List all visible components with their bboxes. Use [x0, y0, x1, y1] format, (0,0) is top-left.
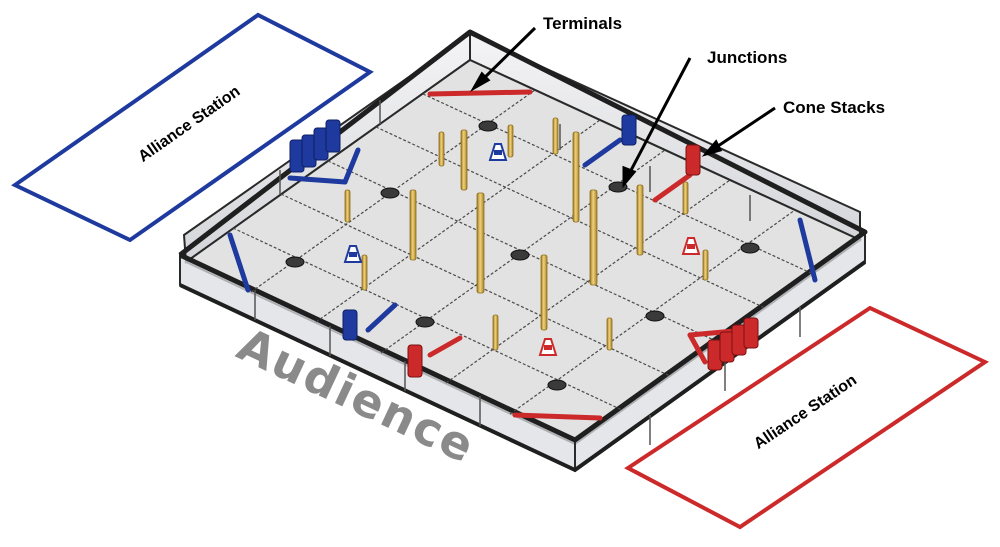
- junctions-arrow-line: [626, 57, 692, 177]
- callout-arrows: [469, 26, 776, 189]
- wall-bottom-rail: [179, 260, 867, 473]
- cone-stacks: [289, 114, 759, 378]
- alliance-station-red-outline: [624, 305, 990, 530]
- alliance-station-blue: Alliance Station: [11, 12, 374, 243]
- wall-posts: [254, 100, 801, 445]
- cone-stacks-arrow-line: [711, 106, 776, 152]
- terminals-arrow-head: [469, 71, 491, 93]
- cone-stack-blue-2: [621, 114, 637, 146]
- cone-stack-red-3: [707, 317, 759, 371]
- junction-bases: [285, 120, 760, 391]
- cone-blue-1: [488, 143, 508, 161]
- alliance-station-red: Alliance Station: [624, 305, 990, 530]
- cone-stack-blue-3: [342, 309, 358, 341]
- alliance-station-blue-outline: [11, 12, 374, 243]
- cone-red-2: [538, 338, 558, 356]
- terminals-arrow-line: [476, 26, 537, 86]
- floor-tape: [227, 89, 818, 421]
- junctions-label: Junctions: [707, 48, 787, 67]
- terminals-label: Terminals: [543, 14, 622, 33]
- cone-blue-2: [343, 245, 363, 263]
- wall-top-rail: [178, 29, 868, 443]
- cone-stacks-label: Cone Stacks: [783, 98, 885, 117]
- cone-stacks-arrow-head: [701, 139, 723, 157]
- cone-stack-red-1: [685, 144, 701, 176]
- field-cones: [343, 143, 701, 356]
- junction-poles: [344, 117, 709, 351]
- cone-stack-blue-1: [289, 119, 341, 173]
- cone-stack-red-2: [407, 344, 423, 378]
- junctions-arrow-head: [622, 165, 637, 189]
- cone-red-1: [681, 237, 701, 255]
